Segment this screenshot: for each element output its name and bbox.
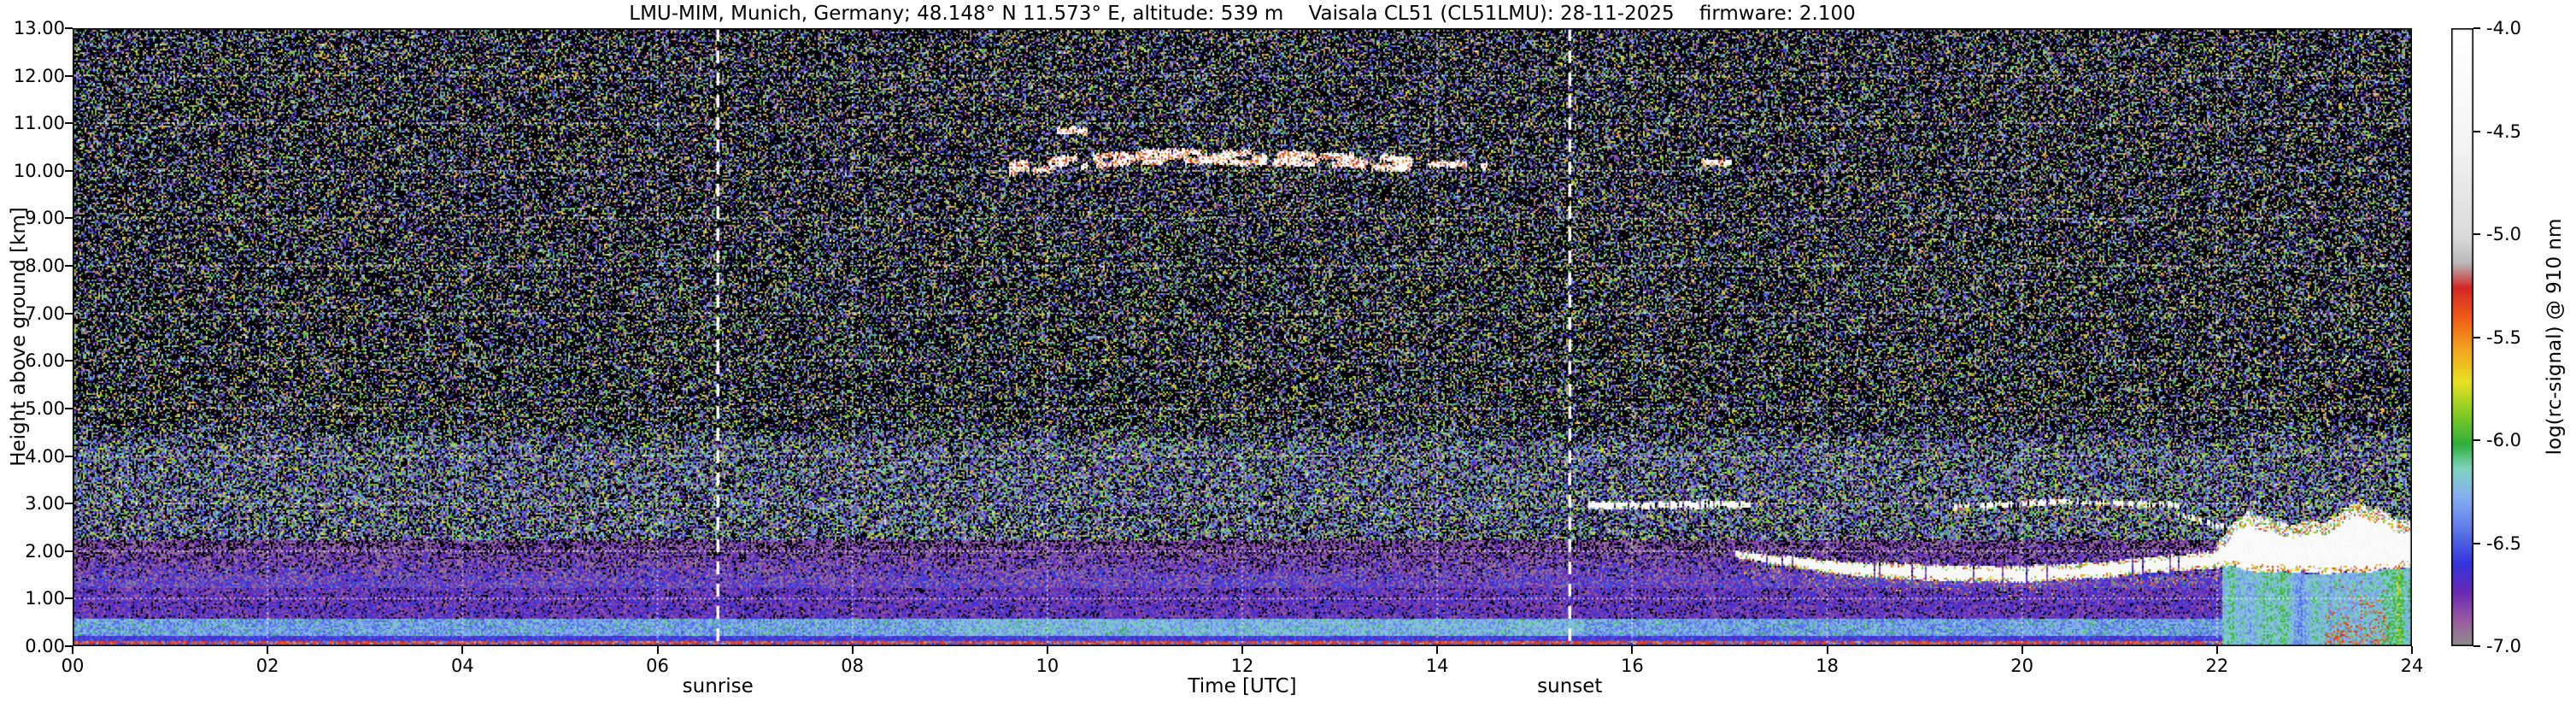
y-tick-label: 4.00: [0, 445, 65, 468]
colorbar: [2451, 28, 2473, 646]
colorbar-tick-mark: [2473, 645, 2480, 647]
colorbar-tick-label: -4.0: [2486, 17, 2521, 39]
y-tick-label: 12.00: [0, 65, 65, 87]
chart-title: LMU-MIM, Munich, Germany; 48.148° N 11.5…: [73, 3, 2412, 25]
colorbar-tick-mark: [2473, 439, 2480, 441]
x-tick-mark: [72, 646, 73, 654]
y-tick-label: 7.00: [0, 303, 65, 325]
y-tick-label: 8.00: [0, 255, 65, 277]
x-tick-label: 20: [2010, 655, 2033, 677]
x-tick-label: 16: [1621, 655, 1644, 677]
x-tick-mark: [2216, 646, 2218, 654]
colorbar-tick-label: -7.0: [2486, 635, 2521, 657]
colorbar-tick-label: -6.5: [2486, 532, 2521, 555]
y-tick-label: 5.00: [0, 397, 65, 420]
y-tick-label: 9.00: [0, 207, 65, 229]
colorbar-tick-label: -6.0: [2486, 429, 2521, 451]
colorbar-tick-label: -4.5: [2486, 121, 2521, 143]
x-tick-label: 22: [2205, 655, 2228, 677]
y-tick-mark: [65, 313, 73, 315]
y-tick-label: 11.00: [0, 112, 65, 134]
y-tick-mark: [65, 408, 73, 409]
x-axis-label: Time [UTC]: [1188, 675, 1296, 697]
y-tick-label: 10.00: [0, 160, 65, 182]
colorbar-tick-label: -5.0: [2486, 223, 2521, 245]
x-tick-mark: [2411, 646, 2413, 654]
x-tick-label: 02: [256, 655, 279, 677]
y-tick-mark: [65, 550, 73, 552]
backscatter-heatmap-canvas: [73, 28, 2412, 646]
y-tick-label: 6.00: [0, 350, 65, 372]
y-tick-mark: [65, 503, 73, 504]
colorbar-label: log(rc-signal) @ 910 nm: [2544, 219, 2566, 456]
colorbar-tick-mark: [2473, 543, 2480, 544]
y-tick-mark: [65, 170, 73, 172]
x-tick-mark: [1827, 646, 1828, 654]
colorbar-tick-mark: [2473, 131, 2480, 132]
x-tick-mark: [657, 646, 659, 654]
colorbar-tick-label: -5.5: [2486, 327, 2521, 349]
x-tick-label: 24: [2401, 655, 2424, 677]
y-tick-mark: [65, 217, 73, 219]
y-tick-label: 0.00: [0, 635, 65, 657]
x-tick-label: 04: [451, 655, 474, 677]
x-tick-mark: [1047, 646, 1048, 654]
x-tick-label: 08: [841, 655, 864, 677]
sunset-label: sunset: [1537, 675, 1602, 697]
y-tick-mark: [65, 597, 73, 599]
colorbar-tick-mark: [2473, 337, 2480, 338]
x-tick-mark: [461, 646, 463, 654]
y-tick-label: 2.00: [0, 540, 65, 562]
y-tick-mark: [65, 360, 73, 362]
y-tick-mark: [65, 27, 73, 29]
x-tick-label: 06: [646, 655, 669, 677]
x-tick-label: 14: [1426, 655, 1449, 677]
y-tick-mark: [65, 122, 73, 124]
y-tick-mark: [65, 456, 73, 457]
x-tick-mark: [267, 646, 268, 654]
x-tick-mark: [1241, 646, 1243, 654]
x-tick-mark: [1631, 646, 1633, 654]
colorbar-tick-mark: [2473, 233, 2480, 235]
y-tick-mark: [65, 265, 73, 267]
colorbar-tick-mark: [2473, 27, 2480, 29]
x-tick-mark: [2021, 646, 2023, 654]
x-tick-label: 12: [1231, 655, 1254, 677]
x-tick-label: 18: [1816, 655, 1839, 677]
x-tick-label: 10: [1036, 655, 1059, 677]
sunrise-label: sunrise: [683, 675, 754, 697]
x-tick-mark: [1436, 646, 1438, 654]
y-axis-label: Height above ground [km]: [8, 207, 30, 467]
ceilometer-quicklook-figure: LMU-MIM, Munich, Germany; 48.148° N 11.5…: [0, 0, 2576, 706]
x-tick-label: 00: [62, 655, 85, 677]
y-tick-label: 1.00: [0, 587, 65, 609]
y-tick-mark: [65, 75, 73, 77]
y-tick-label: 13.00: [0, 17, 65, 39]
y-tick-label: 3.00: [0, 492, 65, 515]
x-tick-mark: [852, 646, 854, 654]
